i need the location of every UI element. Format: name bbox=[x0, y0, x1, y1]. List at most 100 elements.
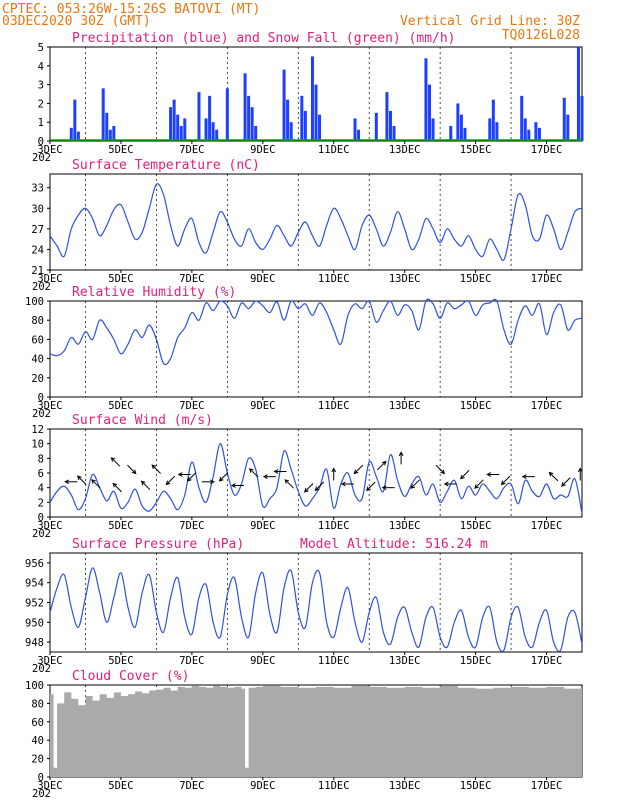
wind-arrow bbox=[186, 472, 197, 482]
precip-bar bbox=[463, 127, 467, 141]
wind-arrow bbox=[443, 481, 457, 487]
wind-arrow bbox=[165, 475, 176, 486]
precip-bar bbox=[169, 107, 173, 141]
precip-bar bbox=[580, 95, 584, 141]
x-tick-label: 11DEC bbox=[318, 144, 350, 156]
precip-bar bbox=[247, 95, 251, 141]
wind-arrow bbox=[177, 472, 191, 477]
y-tick-label: 40 bbox=[31, 354, 44, 366]
x-tick-label: 11DEC bbox=[318, 655, 350, 667]
precip-bar bbox=[211, 122, 215, 141]
x-tick-label: 3DEC bbox=[37, 273, 62, 285]
wind-arrow-shaft bbox=[460, 469, 470, 480]
wind-arrow-shaft bbox=[284, 479, 294, 489]
x-tick-label: 7DEC bbox=[179, 273, 204, 285]
precip-bar bbox=[318, 114, 322, 141]
wind-arrow-head bbox=[398, 451, 404, 457]
wind-arrow-shaft bbox=[166, 475, 176, 485]
precip-bar bbox=[208, 95, 212, 141]
header-grid-note: Vertical Grid Line: 30Z bbox=[400, 14, 580, 29]
header-model-code: TQ0126L028 bbox=[502, 28, 580, 43]
x-tick-label: 9DEC bbox=[250, 520, 275, 532]
x-tick-label: 7DEC bbox=[179, 144, 204, 156]
precip-bar bbox=[289, 122, 293, 141]
precip-bar bbox=[197, 92, 201, 141]
precip-bar bbox=[576, 47, 580, 141]
x-tick-label: 7DEC bbox=[179, 655, 204, 667]
wind-arrow bbox=[474, 479, 484, 489]
y-tick-label: 0 bbox=[38, 136, 44, 148]
x-tick-label: 9DEC bbox=[250, 780, 275, 792]
x-tick-label: 15DEC bbox=[460, 780, 492, 792]
wind-arrow-head bbox=[186, 476, 192, 482]
x-tick-label: 17DEC bbox=[531, 144, 563, 156]
wind-arrow-head bbox=[366, 486, 371, 492]
x-tick-label: 17DEC bbox=[531, 780, 563, 792]
y-tick-label: 30 bbox=[31, 203, 44, 215]
panel-frame bbox=[49, 428, 583, 518]
stray-year-label: 202 bbox=[32, 663, 51, 675]
wind-arrow bbox=[248, 468, 259, 478]
y-tick-label: 33 bbox=[31, 183, 44, 195]
precip-bar bbox=[374, 112, 378, 141]
series-line bbox=[49, 298, 583, 366]
x-tick-label: 11DEC bbox=[318, 520, 350, 532]
precip-bar bbox=[491, 99, 495, 141]
wind-arrow-head bbox=[577, 467, 583, 473]
x-tick-label: 13DEC bbox=[389, 144, 421, 156]
wind-arrow bbox=[410, 479, 420, 489]
x-tick-label: 15DEC bbox=[460, 655, 492, 667]
x-tick-label: 17DEC bbox=[531, 520, 563, 532]
y-tick-label: 60 bbox=[31, 334, 44, 346]
wind-arrow bbox=[331, 467, 337, 481]
wind-arrow-head bbox=[140, 480, 146, 486]
y-tick-label: 27 bbox=[31, 224, 44, 236]
x-tick-label: 13DEC bbox=[389, 520, 421, 532]
wind-arrow-shaft bbox=[377, 461, 387, 471]
x-tick-label: 11DEC bbox=[318, 780, 350, 792]
x-tick-label: 15DEC bbox=[460, 520, 492, 532]
wind-arrow bbox=[381, 485, 395, 491]
wind-arrow-head bbox=[460, 474, 465, 480]
wind-arrow-head bbox=[381, 485, 387, 491]
wind-arrow-head bbox=[91, 479, 96, 484]
y-tick-label: 4 bbox=[38, 61, 44, 73]
y-tick-label: 1 bbox=[38, 117, 44, 129]
precip-bar bbox=[424, 58, 428, 141]
wind-arrow-shaft bbox=[111, 457, 121, 467]
wind-arrow-head bbox=[248, 468, 254, 473]
y-tick-label: 21 bbox=[31, 265, 44, 277]
x-tick-label: 5DEC bbox=[108, 273, 133, 285]
wind-arrow bbox=[353, 464, 364, 475]
precip-bar bbox=[73, 99, 77, 141]
wind-arrow bbox=[273, 469, 287, 474]
wind-arrow-head bbox=[262, 474, 268, 480]
x-tick-label: 7DEC bbox=[179, 520, 204, 532]
precip-bar bbox=[495, 122, 499, 141]
wind-arrow bbox=[500, 475, 511, 486]
wind-arrow-head bbox=[410, 484, 416, 489]
wind-arrow bbox=[140, 480, 151, 491]
header-station: CPTEC: 053:26W-15:26S BATOVI (MT) bbox=[2, 2, 260, 17]
y-tick-label: 12 bbox=[31, 424, 44, 436]
precip-bar bbox=[431, 118, 435, 141]
y-tick-label: 80 bbox=[31, 698, 44, 710]
y-tick-label: 952 bbox=[25, 598, 44, 610]
panel-3: Relative Humidity (%) 0 20 40 60 80 100 3DEC 5DE… bbox=[25, 285, 583, 420]
wind-arrow-shaft bbox=[77, 475, 87, 485]
precip-bar bbox=[314, 84, 318, 141]
wind-arrow bbox=[110, 457, 121, 467]
wind-arrow bbox=[303, 483, 314, 493]
precip-bar bbox=[300, 95, 304, 141]
wind-arrow-shaft bbox=[549, 472, 559, 482]
y-tick-label: 2 bbox=[38, 497, 44, 509]
x-tick-label: 9DEC bbox=[250, 655, 275, 667]
precip-bar bbox=[101, 88, 105, 141]
x-tick-label: 13DEC bbox=[389, 655, 421, 667]
x-tick-label: 15DEC bbox=[460, 273, 492, 285]
panel-title: Surface Wind (m/s) bbox=[72, 413, 213, 428]
precip-bar bbox=[303, 110, 307, 141]
wind-arrow-head bbox=[303, 487, 309, 493]
y-tick-label: 0 bbox=[38, 392, 44, 404]
x-tick-label: 17DEC bbox=[531, 273, 563, 285]
